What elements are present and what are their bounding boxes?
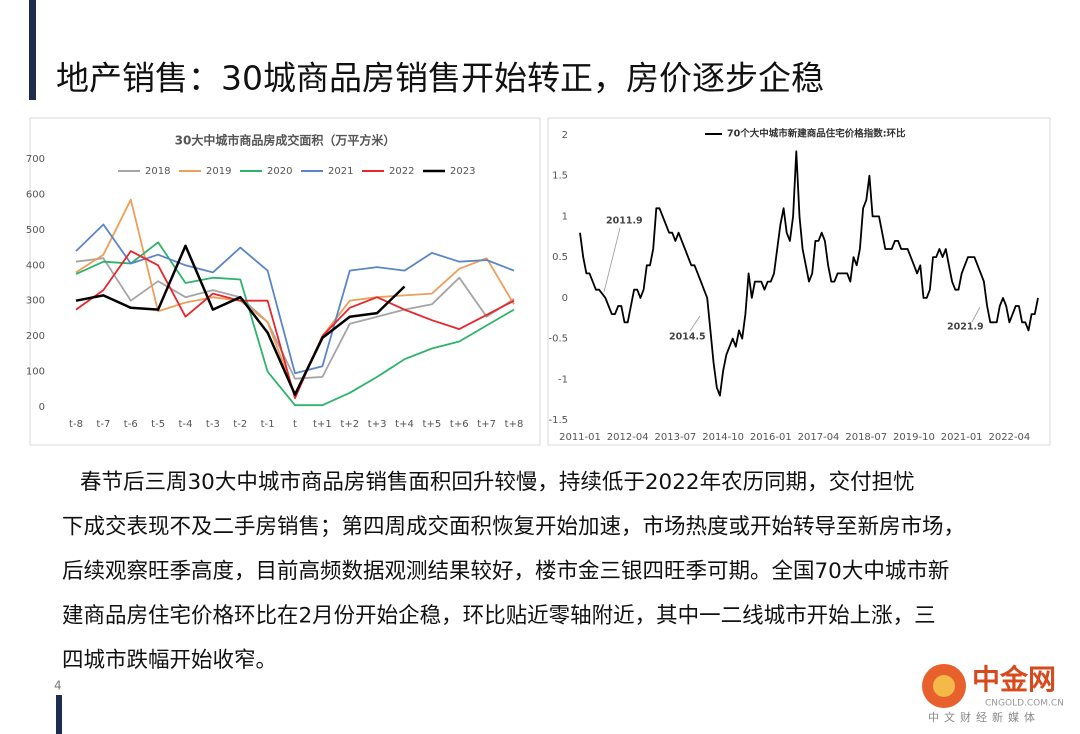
x-tick-label: 2019-10 bbox=[893, 432, 935, 443]
legend-label: 2023 bbox=[450, 166, 475, 177]
legend-label: 70个大中城市新建商品住宅价格指数:环比 bbox=[727, 128, 906, 140]
series-line bbox=[75, 244, 406, 396]
legend-label: 2020 bbox=[267, 166, 292, 177]
x-tick-label: t+5 bbox=[423, 419, 442, 430]
body-text: 后续观察旺季高度，目前高频数据观测结果较好，楼市金三银四旺季可期。全国70大中城… bbox=[62, 559, 949, 584]
y-tick-label: 1 bbox=[562, 211, 568, 222]
chart-title: 30大中城市商品房成交面积（万平方米） bbox=[175, 133, 396, 148]
legend-label: 2021 bbox=[328, 166, 353, 177]
body-text: 四城市跌幅开始收窄。 bbox=[62, 648, 277, 673]
y-tick-label: 0 bbox=[39, 402, 45, 413]
series-line bbox=[75, 223, 515, 375]
x-tick-label: 2017-04 bbox=[798, 432, 840, 443]
logo bbox=[933, 675, 955, 697]
x-tick-label: 2022-04 bbox=[988, 432, 1030, 443]
x-tick-label: 2018-07 bbox=[845, 432, 887, 443]
series-line bbox=[579, 150, 1039, 397]
legend-label: 2019 bbox=[206, 166, 231, 177]
page-number: 4 bbox=[54, 679, 62, 693]
x-tick-label: 2021-01 bbox=[941, 432, 983, 443]
x-tick-label: t-2 bbox=[233, 419, 247, 430]
x-tick-label: t+8 bbox=[505, 419, 524, 430]
series-line bbox=[75, 257, 515, 380]
body-text: 建商品房住宅价格环比在2月份开始企稳，环比贴近零轴附近，其中一二线城市开始上涨，… bbox=[62, 604, 936, 629]
x-tick-label: t+6 bbox=[450, 419, 469, 430]
x-tick-label: t-1 bbox=[261, 419, 275, 430]
legend-label: 2018 bbox=[145, 166, 170, 177]
x-tick-label: t+3 bbox=[368, 419, 387, 430]
x-tick-label: t+1 bbox=[313, 419, 332, 430]
y-tick-label: -1.5 bbox=[548, 415, 568, 426]
x-tick-label: t-4 bbox=[179, 419, 193, 430]
x-tick-label: t+4 bbox=[395, 419, 414, 430]
body-text: 春节后三周30大中城市商品房销售面积回升较慢，持续低于2022年农历同期，交付担… bbox=[80, 470, 915, 495]
y-tick-label: 300 bbox=[26, 296, 45, 307]
legend-label: 2022 bbox=[389, 166, 414, 177]
x-tick-label: t-7 bbox=[96, 419, 110, 430]
annotation-pointer bbox=[971, 306, 981, 323]
y-tick-label: 500 bbox=[26, 225, 45, 236]
body-text: 下成交表现不及二手房销售；第四周成交面积恢复开始加速，市场热度或开始转导至新房市… bbox=[62, 515, 965, 540]
slide-title: 地产销售：30城商品房销售开始转正，房价逐步企稳 bbox=[56, 59, 824, 98]
y-tick-label: 600 bbox=[26, 189, 45, 200]
accent-bar bbox=[29, 0, 36, 100]
series-line bbox=[75, 250, 515, 399]
x-tick-label: t-3 bbox=[206, 419, 220, 430]
y-tick-label: 200 bbox=[26, 331, 45, 342]
annotation: 2021.9 bbox=[947, 322, 984, 333]
watermark-slogan: 中文财经新媒体 bbox=[928, 710, 1040, 724]
y-tick-label: 0.5 bbox=[552, 252, 568, 263]
x-tick-label: t-5 bbox=[151, 419, 165, 430]
y-tick-label: 2 bbox=[562, 130, 568, 141]
y-tick-label: 0 bbox=[562, 293, 568, 304]
series-line bbox=[75, 241, 515, 407]
x-tick-label: 2014-10 bbox=[702, 432, 744, 443]
y-tick-label: 1.5 bbox=[552, 171, 568, 182]
x-tick-label: t-6 bbox=[124, 419, 138, 430]
y-tick-label: 700 bbox=[26, 154, 45, 165]
annotation: 2014.5 bbox=[669, 332, 706, 343]
accent-bar bbox=[56, 695, 62, 734]
y-tick-label: -0.5 bbox=[548, 334, 568, 345]
x-tick-label: 2016-01 bbox=[750, 432, 792, 443]
x-tick-label: t bbox=[293, 419, 297, 430]
x-tick-label: 2012-04 bbox=[607, 432, 649, 443]
chart-frame bbox=[547, 117, 1051, 446]
y-tick-label: 400 bbox=[26, 260, 45, 271]
x-tick-label: 2013-07 bbox=[655, 432, 697, 443]
annotation-pointer bbox=[603, 227, 621, 293]
x-tick-label: t-8 bbox=[69, 419, 83, 430]
watermark-domain: CNGOLD.COM.CN bbox=[985, 699, 1064, 709]
annotation-pointer bbox=[689, 315, 701, 332]
y-tick-label: -1 bbox=[558, 374, 568, 385]
watermark-brand: 中金网 bbox=[972, 663, 1056, 696]
x-tick-label: t+2 bbox=[340, 419, 359, 430]
x-tick-label: t+7 bbox=[477, 419, 496, 430]
y-tick-label: 100 bbox=[26, 367, 45, 378]
annotation: 2011.9 bbox=[606, 216, 643, 227]
x-tick-label: 2011-01 bbox=[559, 432, 601, 443]
